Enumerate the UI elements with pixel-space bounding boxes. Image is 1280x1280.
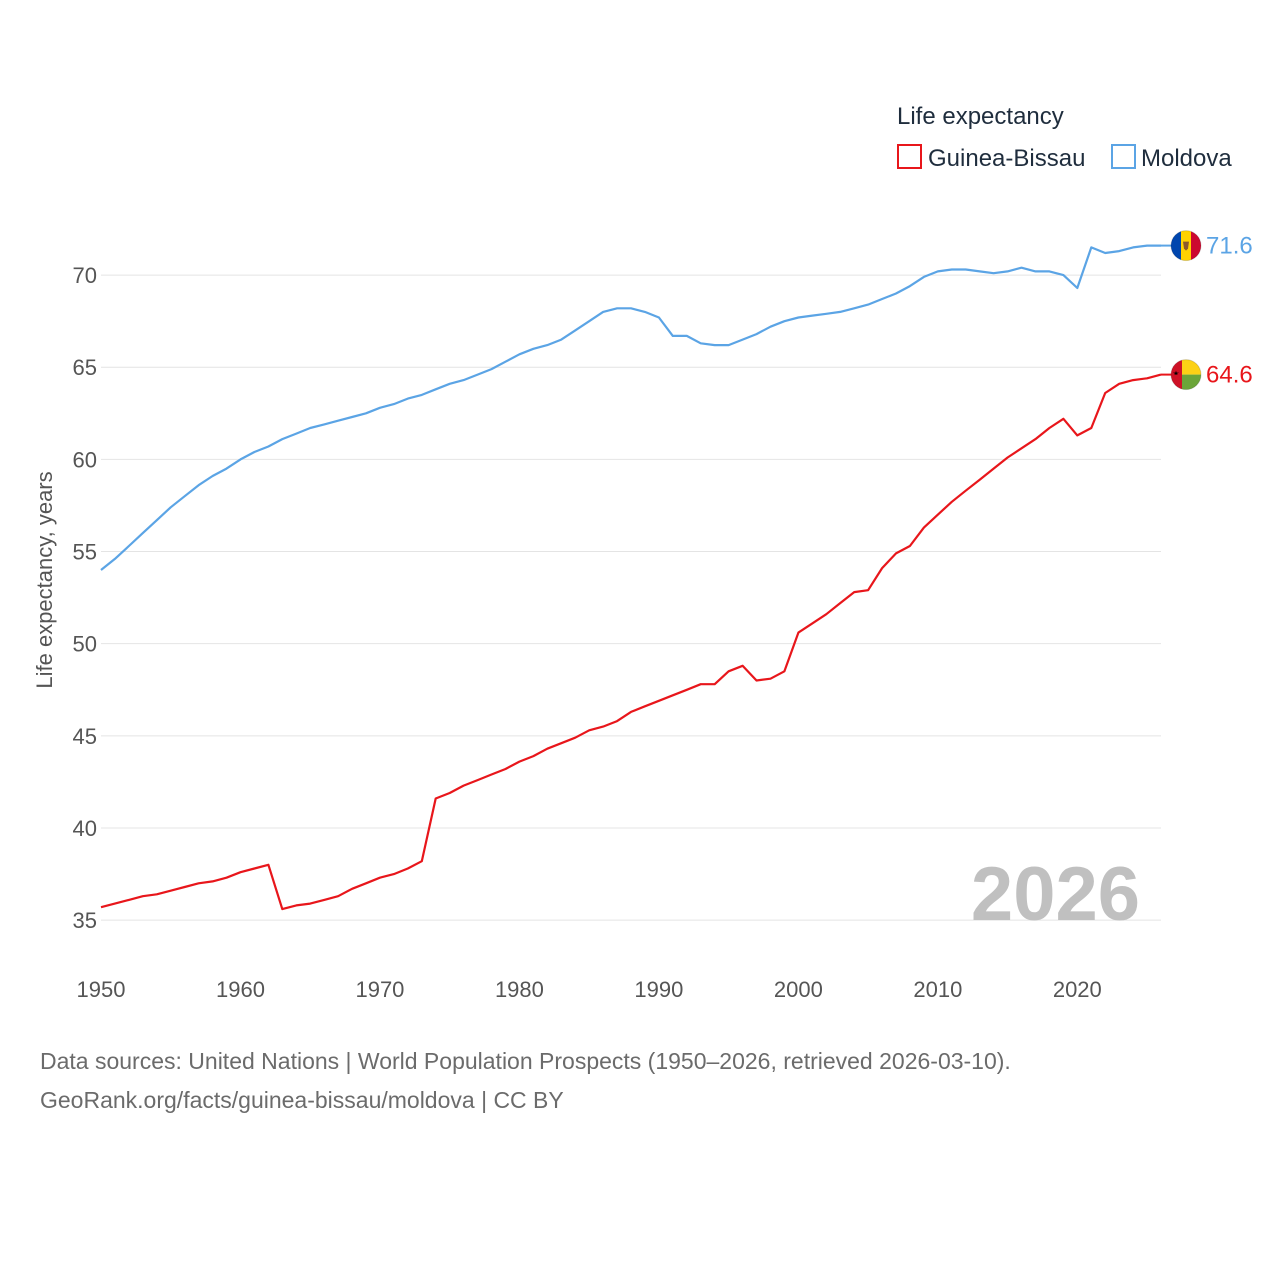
x-tick-label-2010: 2010 [913,977,962,1002]
legend-swatch-guinea-bissau [897,144,922,169]
x-tick-label-1950: 1950 [77,977,126,1002]
legend-item-moldova[interactable]: Moldova [1111,144,1232,172]
end-value-label-guinea-bissau: 64.6 [1206,362,1253,389]
y-tick-label-50: 50 [73,632,97,657]
y-tick-label-40: 40 [73,816,97,841]
x-tick-label-2020: 2020 [1053,977,1102,1002]
y-axis-title: Life expectancy, years [32,471,57,688]
x-tick-label-1960: 1960 [216,977,265,1002]
y-tick-label-35: 35 [73,908,97,933]
series-line-guinea-bissau [100,373,1162,911]
y-tick-label-45: 45 [73,724,97,749]
x-tick-label-1990: 1990 [634,977,683,1002]
end-value-label-moldova: 71.6 [1206,233,1253,260]
y-tick-label-55: 55 [73,540,97,565]
series-lines [100,244,1162,911]
legend-swatch-moldova [1111,144,1136,169]
legend-item-guinea-bissau[interactable]: Guinea-Bissau [897,144,1085,172]
legend-label-moldova: Moldova [1141,145,1232,172]
x-tick-label-1970: 1970 [355,977,404,1002]
legend-label-guinea-bissau: Guinea-Bissau [928,145,1085,172]
source-note: Data sources: United Nations | World Pop… [40,1042,1011,1120]
legend-title: Life expectancy [897,103,1064,130]
series-line-moldova [100,244,1161,571]
x-axis: 1950 1960 1970 1980 1990 2000 2010 2020 [77,977,1102,1002]
series-end-markers: 64.6 71.6 [1161,230,1253,391]
line-chart: 35 40 45 50 55 60 65 70 1950 1960 1970 1980 1990 200… [32,103,1253,1002]
attribution-link[interactable]: GeoRank.org/facts/guinea-bissau/moldova … [40,1087,564,1113]
y-tick-label-60: 60 [73,447,97,472]
y-tick-label-70: 70 [73,263,97,288]
data-sources-text: Data sources: United Nations | World Pop… [40,1048,1011,1074]
grid [101,274,1161,921]
flag-icon-moldova [1170,230,1202,262]
y-axis: 35 40 45 50 55 60 65 70 [73,263,97,933]
x-tick-label-2000: 2000 [774,977,823,1002]
x-tick-label-1980: 1980 [495,977,544,1002]
y-tick-label-65: 65 [73,355,97,380]
year-watermark: 2026 [971,852,1140,937]
flag-icon-guinea-bissau [1170,359,1202,391]
legend: Life expectancy Guinea-Bissau Moldova [897,103,1232,172]
